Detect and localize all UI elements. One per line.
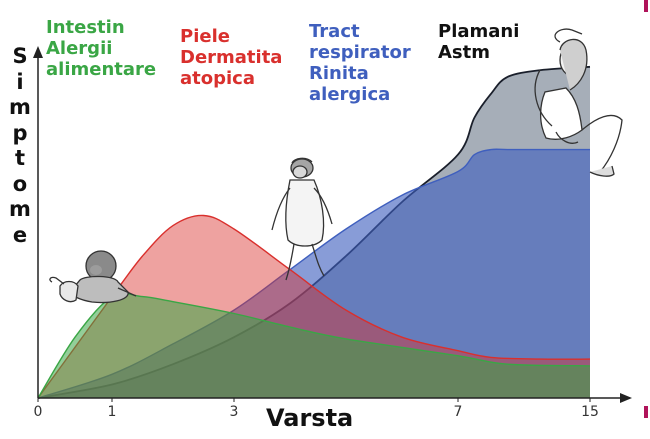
y-axis-label-letter: o xyxy=(12,171,28,196)
baby-illustration xyxy=(49,250,137,304)
legend-respirator-line: respirator xyxy=(309,42,411,63)
corner-mark-bottom xyxy=(644,406,648,418)
legend-piele: Piele Dermatita atopica xyxy=(180,26,282,89)
legend-plamani-line: Astm xyxy=(438,42,491,63)
y-axis-label-letter: e xyxy=(12,222,28,247)
legend-piele-line: atopica xyxy=(180,68,255,89)
y-axis-label-letter: p xyxy=(12,120,28,145)
legend-plamani: Plamani Astm xyxy=(438,21,519,63)
x-tick-label: 15 xyxy=(581,404,599,420)
toddler-illustration xyxy=(271,157,333,281)
legend-respirator: Tract respirator Rinita alergica xyxy=(309,21,411,105)
x-axis-arrow xyxy=(620,393,632,403)
legend-piele-line: Piele xyxy=(180,26,230,47)
x-tick-label: 3 xyxy=(229,404,239,420)
area-layer xyxy=(37,65,591,399)
area-intestin xyxy=(38,293,590,398)
legend-intestin-line: Alergii xyxy=(46,38,113,59)
x-tick-label: 0 xyxy=(33,404,43,420)
x-tick-label: 7 xyxy=(453,404,463,420)
y-axis-label-letter: i xyxy=(16,69,24,94)
y-axis-label-letter: t xyxy=(14,146,26,170)
legend-respirator-line: Rinita xyxy=(309,63,369,84)
y-axis-label-letter: m xyxy=(9,95,31,119)
woman-illustration xyxy=(534,28,623,177)
legend-plamani-line: Plamani xyxy=(438,21,520,42)
x-tick-label: 1 xyxy=(107,404,117,420)
legend-intestin-line: Intestin xyxy=(46,17,125,38)
y-axis-label-letter: m xyxy=(9,197,31,221)
corner-mark-top xyxy=(644,0,648,12)
line-intestin xyxy=(37,292,591,399)
area-respirator xyxy=(38,149,590,398)
y-axis-arrow xyxy=(33,46,43,58)
x-axis-label: Varsta xyxy=(266,404,354,432)
y-axis-label-letter: S xyxy=(12,44,28,68)
legend-respirator-line: alergica xyxy=(309,84,391,105)
legend-piele-line: Dermatita xyxy=(180,47,283,68)
tick-marks xyxy=(37,398,591,402)
legend-intestin: Intestin Alergii alimentare xyxy=(46,17,156,80)
legend-respirator-line: Tract xyxy=(309,21,360,42)
legend-intestin-line: alimentare xyxy=(46,59,157,80)
